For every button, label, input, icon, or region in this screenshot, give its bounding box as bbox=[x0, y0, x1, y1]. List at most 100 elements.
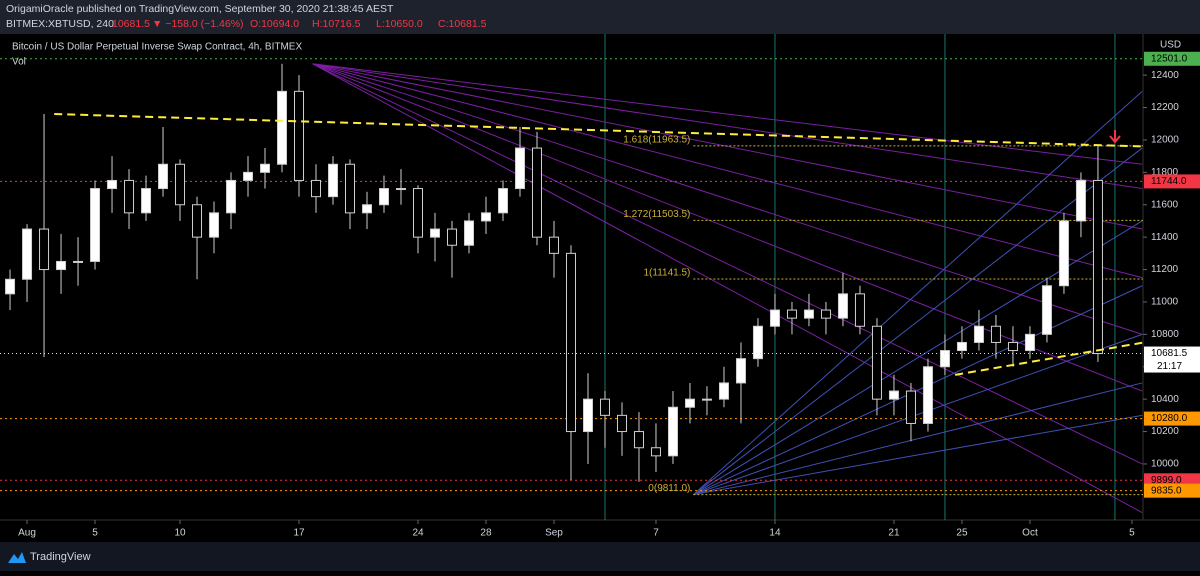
x-tick-label: Aug bbox=[18, 528, 36, 539]
x-tick-label: Oct bbox=[1022, 528, 1038, 539]
candle-body bbox=[684, 398, 695, 408]
x-tick-label: 28 bbox=[480, 528, 492, 539]
candle-body bbox=[1092, 179, 1103, 355]
candle-body bbox=[752, 325, 763, 360]
candle-body bbox=[141, 188, 152, 214]
fan-line bbox=[312, 63, 1143, 392]
y-tick-label: 11200 bbox=[1151, 264, 1179, 275]
x-tick-label: 21 bbox=[888, 528, 900, 539]
level-tag bbox=[1144, 51, 1200, 66]
y-tick-label: 11800 bbox=[1151, 167, 1179, 178]
candle-body bbox=[480, 212, 491, 222]
candle-body bbox=[175, 163, 186, 206]
candle-body bbox=[497, 188, 508, 214]
level-tag bbox=[1144, 411, 1200, 426]
open: O:10694.0 bbox=[250, 18, 299, 30]
fan-line bbox=[693, 285, 1143, 496]
last: 10681.5 bbox=[112, 18, 150, 30]
x-tick-label: 10 bbox=[174, 528, 186, 539]
level-label: 11744.0 bbox=[1151, 176, 1187, 187]
chart-title: Bitcoin / US Dollar Perpetual Inverse Sw… bbox=[12, 42, 302, 53]
countdown: 21:17 bbox=[1157, 361, 1182, 372]
fan-line bbox=[312, 63, 1143, 190]
candle-body bbox=[820, 309, 831, 319]
candle-body bbox=[158, 163, 169, 190]
level-tag bbox=[1144, 483, 1200, 498]
candle-body bbox=[514, 147, 525, 190]
footer-bar bbox=[0, 542, 1200, 571]
last-price-tag bbox=[1144, 346, 1200, 373]
candle-body bbox=[939, 350, 950, 368]
candle-body bbox=[990, 325, 1001, 343]
header-bar bbox=[0, 0, 1200, 34]
candle-body bbox=[73, 260, 84, 263]
x-tick-label: 17 bbox=[293, 528, 305, 539]
candle-body bbox=[803, 309, 814, 319]
fib-label: 1.272(11503.5) bbox=[623, 209, 690, 220]
high: H:10716.5 bbox=[312, 18, 361, 30]
candle-body bbox=[599, 398, 610, 416]
x-tick-label: 5 bbox=[1129, 528, 1135, 539]
level-tag bbox=[1144, 174, 1200, 189]
candle-body bbox=[277, 90, 288, 165]
candle-body bbox=[209, 212, 220, 238]
candle-body bbox=[446, 228, 457, 246]
level-label: 12501.0 bbox=[1151, 53, 1188, 64]
fan-line bbox=[312, 63, 1143, 165]
candle-body bbox=[616, 414, 627, 433]
candle-body bbox=[39, 228, 50, 271]
trend-line bbox=[54, 113, 1143, 148]
level-label: 9835.0 bbox=[1151, 485, 1182, 496]
candle-body bbox=[1058, 220, 1069, 287]
candle-body bbox=[718, 382, 729, 400]
fan-line bbox=[312, 63, 1143, 465]
candle-body bbox=[922, 366, 933, 424]
candle-body bbox=[565, 252, 576, 433]
fib-label: 1.618(11963.5) bbox=[623, 135, 690, 146]
currency: USD bbox=[1160, 40, 1181, 51]
y-tick-label: 12400 bbox=[1151, 70, 1179, 81]
candle-body bbox=[328, 163, 339, 198]
candle-body bbox=[192, 204, 203, 238]
candle-body bbox=[379, 188, 390, 206]
last-price-label: 10681.5 bbox=[1151, 348, 1188, 359]
candle-body bbox=[22, 228, 33, 280]
fib-label: 0(9811.0) bbox=[648, 483, 690, 494]
candle-body bbox=[294, 90, 305, 181]
y-tick-label: 10200 bbox=[1151, 426, 1179, 437]
candle-body bbox=[311, 179, 322, 198]
candle-body bbox=[124, 179, 135, 214]
volume-label: Vol bbox=[12, 57, 26, 68]
candle-body bbox=[260, 163, 271, 173]
fan-line bbox=[312, 63, 1143, 335]
candle-body bbox=[1041, 285, 1052, 335]
y-tick-label: 10800 bbox=[1151, 329, 1179, 340]
fan-line bbox=[693, 382, 1143, 496]
x-tick-label: 7 bbox=[653, 528, 659, 539]
x-tick-label: 25 bbox=[956, 528, 968, 539]
fan-line bbox=[312, 63, 1143, 513]
close: C:10681.5 bbox=[438, 18, 487, 30]
brand[interactable]: TradingView bbox=[30, 551, 91, 563]
candle-body bbox=[56, 260, 67, 271]
candle-body bbox=[769, 309, 780, 327]
y-tick-label: 11400 bbox=[1151, 232, 1179, 243]
candle-body bbox=[667, 406, 678, 457]
y-tick-label: 12000 bbox=[1151, 135, 1179, 146]
candle-body bbox=[1075, 179, 1086, 222]
x-tick-label: 24 bbox=[412, 528, 424, 539]
candle-body bbox=[888, 390, 899, 400]
change: ▼ −158.0 (−1.46%) bbox=[152, 18, 244, 30]
trend-line bbox=[954, 341, 1143, 376]
candle-body bbox=[956, 341, 967, 352]
y-tick-label: 12200 bbox=[1151, 102, 1179, 113]
candle-body bbox=[871, 325, 882, 400]
logo bbox=[8, 552, 26, 563]
fib-label: 1(11141.5) bbox=[643, 268, 690, 279]
candle-body bbox=[396, 188, 407, 191]
x-tick-label: Sep bbox=[545, 528, 563, 539]
symbol: BITMEX:XBTUSD, 240 bbox=[6, 18, 114, 30]
candle-body bbox=[413, 188, 424, 238]
fan-line bbox=[693, 90, 1143, 495]
